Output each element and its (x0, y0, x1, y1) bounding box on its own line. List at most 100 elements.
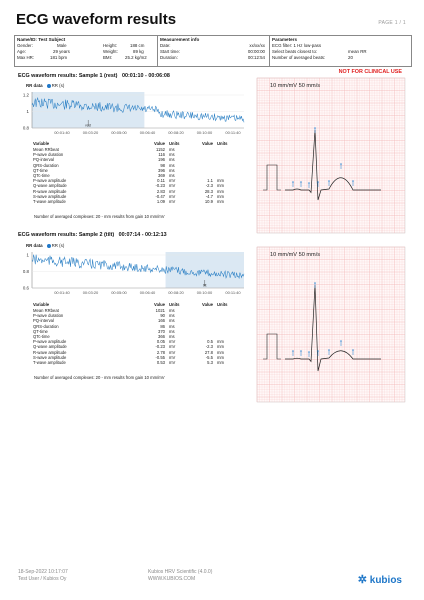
cell-units-mm: mm (217, 354, 224, 360)
cell-value-mm: 0.5 (207, 339, 213, 345)
cell-units: mV (169, 360, 176, 366)
rr-chart-sample-2: 1 0.8 0.6 00:01:40 00:03:20 00:05:00 00:06:40 0… (23, 252, 245, 295)
table-row: QRS-duration 98 ms (32, 163, 250, 168)
table-header-row: Variable Value Units Value Units (32, 140, 250, 147)
parameter-value: mean RR (348, 49, 367, 54)
measurement-info: Measurement info Date: xx/xx/xx Start ti… (157, 36, 269, 66)
parameter-table-sample-2: Variable Value Units Value Units Mean RR… (32, 301, 250, 365)
cell-value: 366 (158, 334, 165, 340)
table-row: Q-wave amplitude -0.23 mV -2.3 mm (32, 183, 250, 188)
cell-value: 116 (158, 152, 165, 158)
table-row: PQ-interval 196 ms (32, 157, 250, 162)
fiducial-marker-dot (317, 181, 319, 183)
column-header: Units (217, 301, 228, 307)
table-header-row: Variable Value Units Value Units (32, 301, 250, 308)
ecg-scale-label: 10 mm/mV 50 mm/s (270, 83, 321, 89)
subject-label: Height: (103, 43, 117, 48)
cell-units-mm: mm (217, 199, 224, 205)
cell-units-mm: mm (217, 193, 224, 199)
footer-left: 18-Sep-2022 10:17:07 Test User / Kubios … (18, 569, 68, 583)
measurement-label: Date: (160, 43, 171, 48)
cell-variable: T-wave amplitude (33, 199, 66, 205)
cell-variable: QT-time (33, 167, 48, 173)
cell-variable: QRS-duration (33, 162, 59, 168)
cell-value-mm: 10.9 (204, 199, 213, 205)
cell-units: ms (169, 157, 175, 163)
column-header: Variable (33, 140, 50, 146)
cell-units: mV (169, 183, 176, 189)
footer-middle: Kubios HRV Scientific (4.0.0) WWW.KUBIOS… (148, 569, 212, 583)
cell-value: 2.83 (156, 188, 165, 194)
cell-units: ms (169, 167, 175, 173)
cell-variable: P-wave amplitude (33, 339, 67, 345)
cell-value-mm: 5.3 (207, 360, 213, 366)
subject-label: Gender: (17, 43, 33, 48)
table-row: Q-wave amplitude -0.23 mV -2.3 mm (32, 344, 250, 349)
cell-variable: Q-wave amplitude (33, 183, 67, 189)
rr-series-line (31, 254, 245, 280)
x-tick-label: 00:05:00 (111, 290, 127, 295)
subject-info: Name/ID: Test Subject Gender: Male Heigh… (15, 36, 157, 66)
software-version: Kubios HRV Scientific (4.0.0) (148, 569, 213, 575)
cell-units: ms (169, 334, 175, 340)
table-row: T-wave amplitude 0.53 mV 5.3 mm (32, 360, 250, 365)
sample-time-range: 00:07:14 - 00:12:13 (118, 232, 167, 238)
measurement-label: Start time: (160, 49, 181, 54)
cell-value-mm: -2.3 (205, 183, 213, 189)
cell-variable: S-wave amplitude (33, 354, 67, 360)
x-tick-label: 00:10:00 (197, 130, 213, 135)
x-tick-label: 00:01:40 (54, 130, 70, 135)
cell-units: mV (169, 349, 176, 355)
cell-units: ms (169, 313, 175, 319)
y-tick-label: 0.8 (23, 269, 30, 274)
x-tick-label: 00:06:40 (140, 130, 156, 135)
averaging-note: Number of averaged complexes: 20 - mm re… (34, 214, 165, 219)
subject-label: Weight: (103, 49, 118, 54)
cell-value-mm: 28.3 (204, 188, 213, 194)
cell-units: ms (169, 328, 175, 334)
x-tick-label: 00:03:20 (83, 290, 99, 295)
y-tick-label: 1.2 (23, 93, 30, 98)
cell-value: -0.23 (155, 344, 165, 350)
measurement-heading: Measurement info (160, 37, 200, 42)
column-header: Value (154, 301, 165, 307)
cell-units: mV (169, 199, 176, 205)
column-header: Value (154, 140, 165, 146)
cell-variable: QRS-duration (33, 323, 59, 329)
info-header: Name/ID: Test Subject Gender: Male Heigh… (14, 35, 412, 67)
calibration-pulse (263, 164, 281, 191)
table-row: QRS-duration 86 ms (32, 324, 250, 329)
table-row: P-wave amplitude 0.05 mV 0.5 mm (32, 339, 250, 344)
parameter-value: 20 (348, 55, 353, 60)
sample-title-text: ECG waveform results: Sample 2 (tilt) (18, 232, 115, 238)
not-clinical-warning: NOT FOR CLINICAL USE (338, 69, 402, 75)
cell-value-mm: -5.5 (205, 354, 213, 360)
parameter-label: ECG filter: 1 Hz low-pass (272, 43, 322, 48)
x-tick-label: 00:01:40 (54, 290, 70, 295)
cell-value: -0.55 (155, 354, 165, 360)
cell-value: 396 (158, 167, 165, 173)
subject-label: BMI: (103, 55, 113, 60)
measurement-label: Duration: (160, 55, 178, 60)
table-row: S-wave amplitude -0.47 mV -4.7 mm (32, 194, 250, 199)
cell-units-mm: mm (217, 188, 224, 194)
cell-units: mV (169, 354, 176, 360)
table-row: S-wave amplitude -0.55 mV -5.5 mm (32, 355, 250, 360)
cell-units-mm: mm (217, 360, 224, 366)
column-header: Value (202, 301, 213, 307)
table-row: PQ-interval 166 ms (32, 318, 250, 323)
marker-label: tilt (203, 284, 206, 288)
cell-variable: T-wave amplitude (33, 360, 66, 366)
x-tick-label: 00:11:40 (225, 290, 241, 295)
x-tick-label: 00:03:20 (83, 130, 99, 135)
subject-value: 25.2 kg/m2 (125, 55, 147, 60)
cell-variable: Mean RRbeat (33, 147, 59, 152)
table-row: P-wave amplitude 0.11 mV 1.1 mm (32, 178, 250, 183)
ecg-grid-sample-1 (256, 77, 406, 234)
table-row: P-wave duration 116 ms (32, 152, 250, 157)
rr-legend-series: RR (s) (51, 243, 65, 248)
subject-value: Male (57, 43, 67, 48)
website-link[interactable]: WWW.KUBIOS.COM (148, 576, 196, 582)
measurement-value: 00:12:54 (247, 55, 265, 60)
fiducial-marker-dot (314, 282, 316, 284)
